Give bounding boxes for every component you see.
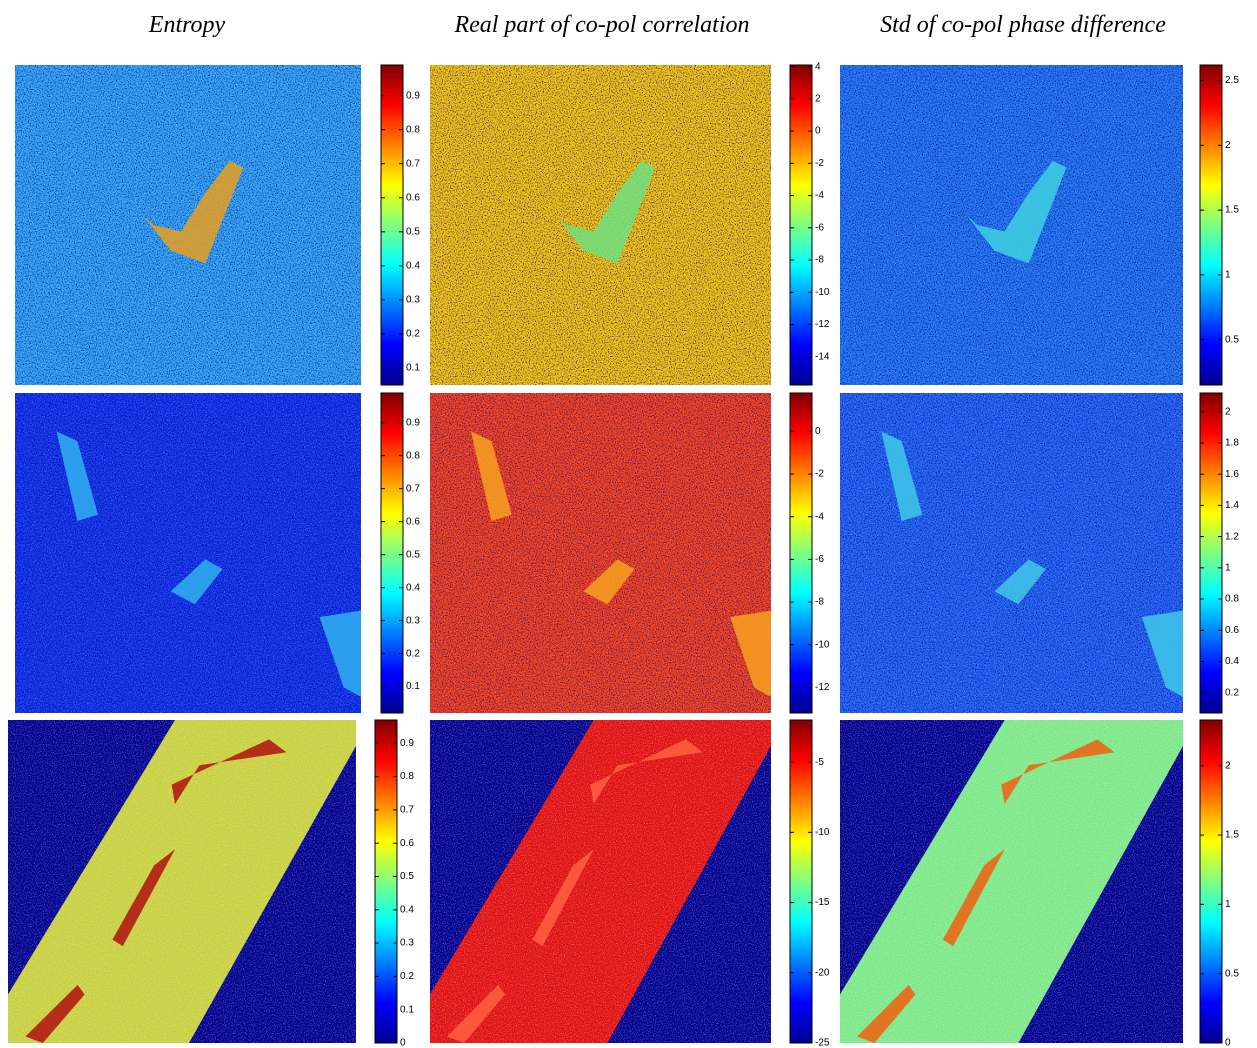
colorbar-tick-label: -10: [815, 287, 830, 298]
colorbar-tick-label: 2: [1225, 760, 1231, 771]
colorbar-tick-label: 0.8: [400, 771, 414, 782]
colorbar-tick-label: 1.8: [1225, 438, 1239, 449]
colorbar-tick-label: 1: [1225, 562, 1231, 573]
colorbar-tick-label: 0.5: [1225, 334, 1239, 345]
colorbar-tick-label: 0.3: [400, 938, 414, 949]
colorbar: [381, 393, 403, 713]
colorbar-tick-label: -6: [815, 554, 824, 565]
colorbar-tick-label: 0.3: [406, 295, 420, 306]
colorbar-tick-label: 2: [815, 93, 821, 104]
colorbar-tick-label: 0.4: [400, 904, 414, 915]
colorbar-tick-label: 0.2: [400, 971, 414, 982]
colorbar-tick-label: 0.2: [406, 648, 420, 659]
colorbar-tick-label: 2.5: [1225, 75, 1239, 86]
colorbar-tick-label: -15: [815, 897, 830, 908]
colorbar-tick-label: -6: [815, 222, 824, 233]
colorbar-tick-label: -2: [815, 158, 824, 169]
colorbar: [1200, 393, 1222, 713]
colorbar-tick-label: 0: [400, 1038, 406, 1048]
sar-image: [840, 393, 1183, 713]
colorbar-tick-label: 0.9: [400, 738, 414, 749]
colorbar-tick-label: -2: [815, 469, 824, 480]
colorbar-tick-label: 0.6: [406, 192, 420, 203]
colorbar-tick-label: 0.5: [1225, 968, 1239, 979]
sar-image: [15, 393, 361, 713]
colorbar: [375, 720, 397, 1043]
colorbar-tick-label: 0.7: [406, 483, 420, 494]
colorbar-tick-label: 0.5: [406, 226, 420, 237]
colorbar-tick-label: 0.7: [406, 158, 420, 169]
colorbar: [790, 720, 812, 1043]
colorbar: [381, 65, 403, 385]
colorbar: [790, 65, 812, 385]
colorbar-tick-label: 0.4: [1225, 656, 1239, 667]
colorbar-tick-label: 0: [815, 126, 821, 137]
colorbar-tick-label: 0.9: [406, 90, 420, 101]
colorbar-tick-label: 0.6: [1225, 625, 1239, 636]
colorbar-tick-label: -14: [815, 351, 830, 362]
colorbar-tick-label: 0.8: [406, 124, 420, 135]
colorbar-tick-label: -8: [815, 255, 824, 266]
colorbar-tick-label: -10: [815, 827, 830, 838]
colorbar-tick-label: 0.1: [406, 363, 420, 374]
colorbar-tick-label: 0.6: [406, 516, 420, 527]
colorbar-tick-label: 0.6: [400, 838, 414, 849]
colorbar-tick-label: -12: [815, 682, 830, 693]
colorbar-tick-label: 0: [1225, 1038, 1231, 1048]
colorbar-tick-label: -10: [815, 639, 830, 650]
colorbar-tick-label: 0.2: [1225, 687, 1239, 698]
colorbar-tick-label: -20: [815, 967, 830, 978]
colorbar-tick-label: 0.5: [406, 549, 420, 560]
column-title: Std of co-pol phase difference: [880, 12, 1166, 38]
figure: Entropy Real part of co-pol correlation …: [0, 0, 1257, 1048]
colorbar: [1200, 720, 1222, 1043]
colorbar-tick-label: 0.8: [1225, 594, 1239, 605]
colorbar-tick-label: 1.5: [1225, 205, 1239, 216]
colorbar-tick-label: 1.2: [1225, 531, 1239, 542]
colorbar-tick-label: -5: [815, 757, 824, 768]
column-title: Real part of co-pol correlation: [453, 12, 749, 38]
colorbar-tick-label: -8: [815, 597, 824, 608]
colorbar-tick-label: -4: [815, 511, 824, 522]
colorbar-tick-label: 1.4: [1225, 500, 1239, 511]
colorbar-tick-label: 0.4: [406, 260, 420, 271]
colorbar: [790, 393, 812, 713]
sar-image: [840, 720, 1183, 1043]
colorbar-tick-label: 0.1: [400, 1004, 414, 1015]
colorbar-tick-label: 1.6: [1225, 469, 1239, 480]
sar-image: [8, 720, 356, 1043]
colorbar-tick-label: 0: [815, 426, 821, 437]
colorbar-tick-label: 2: [1225, 140, 1231, 151]
sar-image: [430, 65, 771, 385]
colorbar-tick-label: 0.3: [406, 615, 420, 626]
colorbar: [1200, 65, 1222, 385]
colorbar-tick-label: 1: [1225, 899, 1231, 910]
colorbar-tick-label: 1: [1225, 270, 1231, 281]
colorbar-tick-label: 0.8: [406, 450, 420, 461]
column-title: Entropy: [148, 12, 226, 38]
sar-image: [430, 720, 771, 1043]
colorbar-tick-label: 0.5: [400, 871, 414, 882]
colorbar-tick-label: 0.1: [406, 681, 420, 692]
colorbar-tick-label: 1.5: [1225, 830, 1239, 841]
colorbar-tick-label: 4: [815, 61, 821, 72]
sar-image: [840, 65, 1183, 385]
colorbar-tick-label: 0.4: [406, 582, 420, 593]
colorbar-tick-label: -25: [815, 1038, 830, 1048]
colorbar-tick-label: 0.9: [406, 417, 420, 428]
colorbar-tick-label: -4: [815, 190, 824, 201]
colorbar-tick-label: -12: [815, 319, 830, 330]
colorbar-tick-label: 0.2: [406, 329, 420, 340]
sar-image: [430, 393, 771, 713]
colorbar-tick-label: 2: [1225, 406, 1231, 417]
colorbar-tick-label: 0.7: [400, 805, 414, 816]
sar-image: [15, 65, 361, 385]
